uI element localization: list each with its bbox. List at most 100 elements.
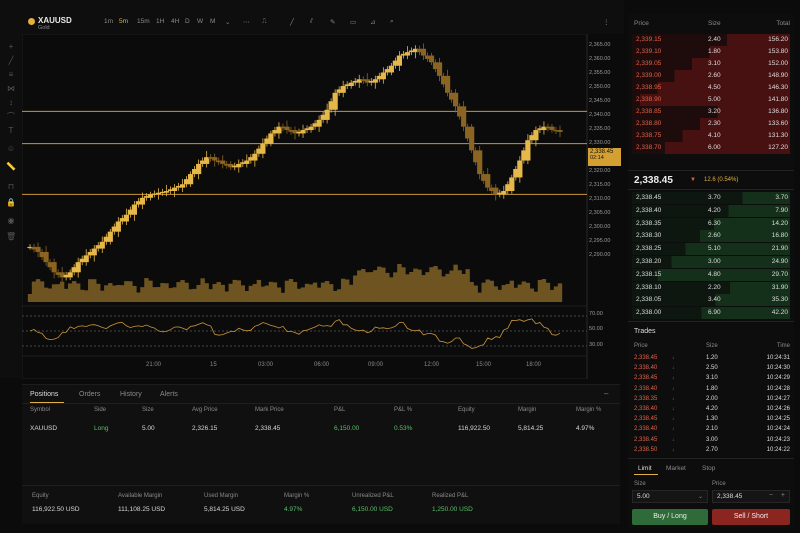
fib-icon[interactable]: ≡: [8, 70, 14, 79]
timeframe-15m[interactable]: 15m: [137, 18, 150, 25]
timeframe-w[interactable]: W: [197, 18, 204, 25]
ask-row[interactable]: 2,338.85 3.20 136.80: [632, 106, 790, 118]
crosshair-icon[interactable]: +: [8, 42, 14, 51]
order-book-column-header: Price: [634, 20, 649, 27]
ask-row[interactable]: 2,339.15 2.40 156.20: [632, 34, 790, 46]
shape-icon[interactable]: ⌒: [7, 112, 15, 121]
volume-bar: [417, 269, 422, 302]
fib-tool-icon[interactable]: ⫽: [310, 18, 313, 25]
indicators-icon[interactable]: ⋯: [243, 19, 250, 26]
price-input[interactable]: 2,338.45 − +: [712, 490, 790, 503]
candle-body: [501, 191, 507, 195]
tab-positions[interactable]: Positions: [30, 391, 59, 398]
trash-icon[interactable]: 🗑: [6, 232, 17, 241]
trade-time: 10:24:22: [766, 446, 790, 453]
volume-bar: [160, 283, 165, 302]
bid-row[interactable]: 2,338.45 3.70 3.70: [632, 192, 790, 204]
settings-icon[interactable]: ⋮: [603, 19, 610, 26]
ask-price: 2,338.80: [636, 120, 662, 127]
bid-row[interactable]: 2,338.35 6.30 14.20: [632, 217, 790, 230]
ask-row[interactable]: 2,338.70 6.00 127.20: [632, 142, 790, 154]
symbol-name: XAUUSD: [38, 16, 72, 25]
size-dropdown-icon[interactable]: ⌄: [697, 494, 703, 500]
timeframe-d[interactable]: D: [185, 18, 190, 25]
draw-tools-icon[interactable]: ╱: [290, 19, 294, 26]
order-tab-stop[interactable]: Stop: [702, 465, 716, 472]
bid-row[interactable]: 2,338.20 3.00 24.90: [632, 256, 790, 268]
trendline-icon[interactable]: ╱: [8, 56, 14, 65]
size-label: Size: [634, 481, 646, 487]
candle-body: [316, 119, 322, 127]
candle-body: [320, 114, 326, 120]
tab-alerts[interactable]: Alerts: [160, 391, 178, 398]
price-chart[interactable]: [22, 34, 622, 379]
ask-row[interactable]: 2,338.95 4.50 146.30: [632, 82, 790, 94]
timeframe-1h[interactable]: 1H: [156, 18, 165, 25]
bid-row[interactable]: 2,338.40 4.20 7.90: [632, 204, 790, 217]
volume-bar: [509, 280, 515, 302]
bid-row[interactable]: 2,338.15 4.80 29.70: [632, 268, 790, 281]
timeframe-5m[interactable]: 5m: [119, 18, 129, 25]
bid-size: 3.70: [708, 194, 721, 201]
ask-row[interactable]: 2,339.10 1.80 153.80: [632, 46, 790, 58]
rsi-axis-label: 30.00: [589, 342, 603, 348]
chart-type-icon[interactable]: ⎍: [262, 18, 267, 25]
bid-row[interactable]: 2,338.30 2.60 16.80: [632, 230, 790, 243]
trade-arrow-icon: ↓: [672, 355, 675, 361]
zoom-tool-icon[interactable]: ⌕: [390, 18, 394, 25]
ruler-icon[interactable]: 📏: [6, 162, 16, 171]
pattern-icon[interactable]: ⋈: [7, 84, 15, 93]
annotation-icon[interactable]: T: [8, 126, 14, 135]
ask-row[interactable]: 2,338.90 5.00 141.80: [632, 94, 790, 106]
symbol-selector[interactable]: XAUUSD Gold: [38, 16, 72, 31]
ask-row[interactable]: 2,339.05 3.10 152.00: [632, 58, 790, 70]
volume-bar: [549, 289, 555, 302]
bid-row[interactable]: 2,338.25 5.10 21.90: [632, 243, 790, 256]
collapse-panel-icon[interactable]: –: [604, 389, 609, 398]
price-axis-label: 2,315.00: [589, 182, 611, 188]
bid-row[interactable]: 2,338.10 2.20 31.90: [632, 281, 790, 294]
summary-value: 1,250.00 USD: [432, 506, 473, 513]
ask-total: 148.90: [768, 72, 788, 79]
candle-body: [67, 272, 73, 278]
order-tab-limit[interactable]: Limit: [638, 465, 652, 472]
candle-body: [473, 150, 479, 163]
measure-tool-icon[interactable]: ⊿: [370, 19, 376, 26]
ask-row[interactable]: 2,338.75 4.10 131.30: [632, 130, 790, 142]
time-axis-label: 21:00: [146, 362, 162, 368]
volume-bar: [413, 268, 418, 302]
order-tab-market[interactable]: Market: [666, 465, 686, 472]
size-input[interactable]: 5.00 ⌄: [632, 490, 708, 503]
candle-body: [521, 150, 527, 161]
ask-row[interactable]: 2,338.80 2.30 133.60: [632, 118, 790, 130]
volume-bar: [284, 280, 290, 302]
price-decrement-icon[interactable]: −: [768, 492, 773, 499]
bid-total: 29.70: [771, 270, 788, 278]
ask-row[interactable]: 2,339.00 2.60 148.90: [632, 70, 790, 82]
emoji-icon[interactable]: ☺: [6, 144, 16, 153]
magnet-icon[interactable]: ⊓: [7, 182, 15, 191]
sell-short-button[interactable]: Sell / Short: [712, 509, 790, 525]
candle-body: [47, 262, 53, 268]
tab-orders[interactable]: Orders: [79, 391, 101, 398]
timeframe-m[interactable]: M: [210, 18, 216, 25]
timeframe-1m[interactable]: 1m: [104, 18, 114, 25]
prediction-icon[interactable]: ↕: [9, 98, 13, 107]
lock-icon[interactable]: 🔒: [6, 198, 16, 207]
candle-body: [432, 62, 439, 70]
bid-row[interactable]: 2,338.00 6.90 42.20: [632, 307, 790, 320]
timeframe-dropdown-icon[interactable]: ⌄: [225, 19, 231, 26]
buy-long-button[interactable]: Buy / Long: [632, 509, 708, 525]
summary-label: Margin %: [284, 493, 310, 499]
volume-bar: [397, 264, 402, 302]
candle-body: [115, 221, 121, 232]
brush-tool-icon[interactable]: ✎: [330, 19, 336, 26]
eye-icon[interactable]: ◉: [7, 216, 15, 225]
price-increment-icon[interactable]: +: [780, 492, 785, 499]
tab-history[interactable]: History: [120, 391, 142, 398]
text-tool-icon[interactable]: ▭: [350, 19, 357, 26]
candle-body: [416, 48, 423, 53]
bid-row[interactable]: 2,338.05 3.40 35.30: [632, 294, 790, 307]
trade-size: 2.70: [706, 446, 718, 453]
timeframe-4h[interactable]: 4H: [171, 18, 180, 25]
